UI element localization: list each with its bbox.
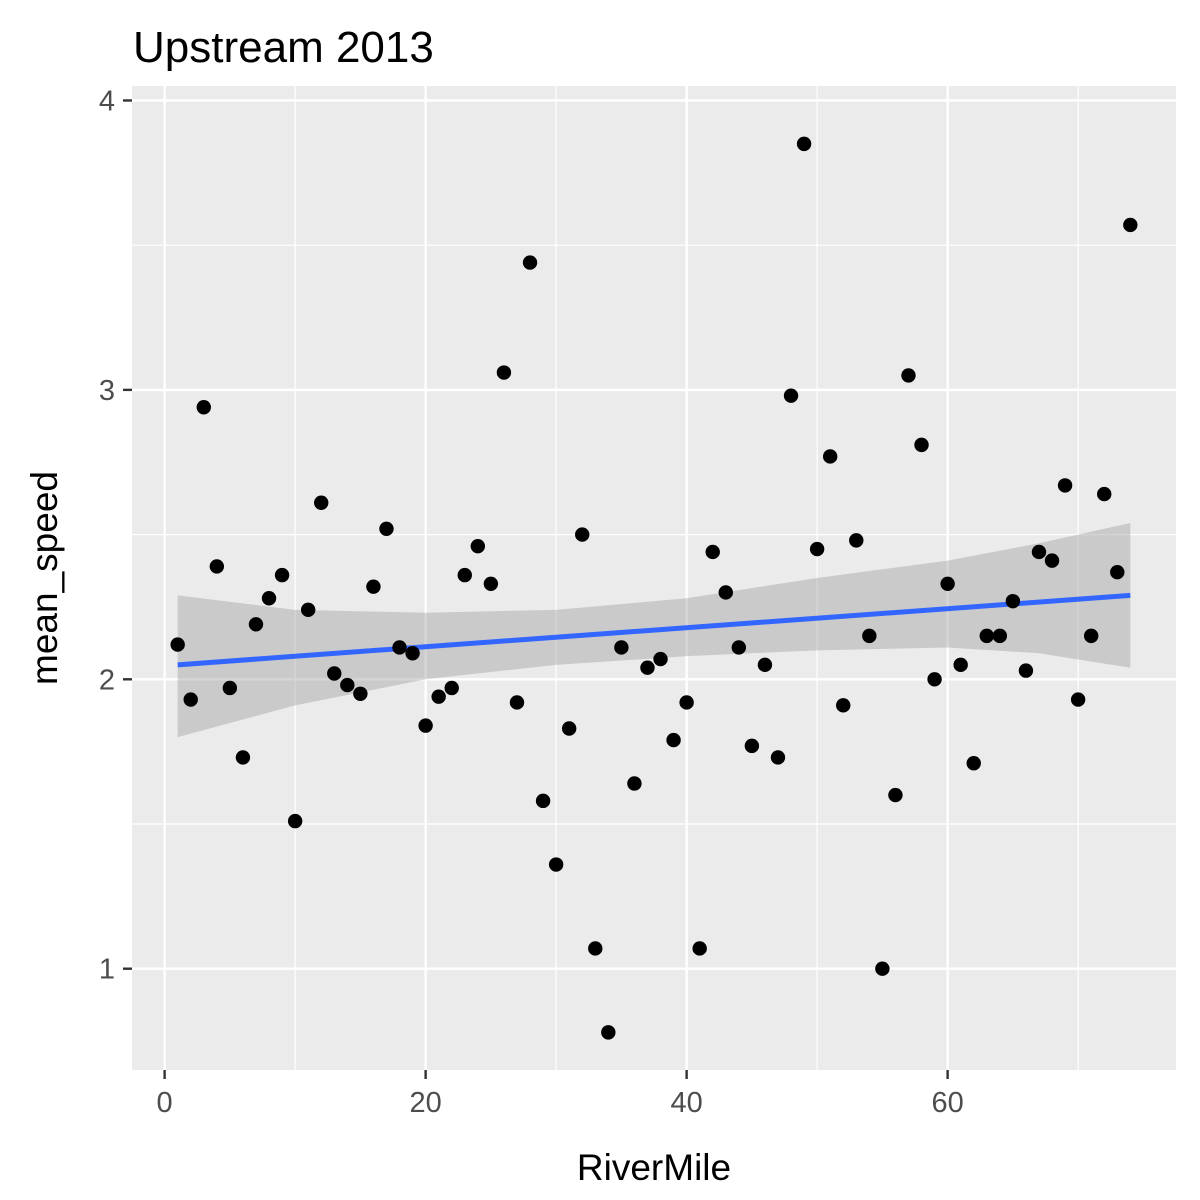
y-tick-label: 4: [99, 85, 115, 117]
data-point: [183, 692, 198, 707]
data-point: [992, 628, 1008, 644]
chart-title: Upstream 2013: [133, 23, 434, 72]
data-point: [535, 793, 551, 809]
data-point: [340, 677, 355, 693]
data-point: [927, 672, 942, 687]
data-point: [392, 640, 407, 655]
data-point: [405, 646, 420, 661]
plot-panel: [132, 86, 1176, 1070]
y-tick-label: 3: [99, 375, 115, 407]
data-point: [953, 657, 968, 673]
data-point: [379, 521, 394, 536]
data-point: [862, 628, 877, 644]
data-point: [901, 368, 916, 383]
data-point: [770, 750, 786, 765]
data-point: [666, 732, 681, 748]
x-tick-label: 0: [157, 1087, 173, 1119]
data-point: [522, 255, 538, 270]
data-points: [170, 136, 1138, 1040]
data-point: [1123, 217, 1138, 233]
data-point: [888, 787, 903, 803]
minor-gridlines: [132, 86, 1176, 1070]
data-point: [849, 533, 864, 548]
data-point: [796, 136, 812, 152]
x-tick-label: 60: [931, 1087, 963, 1119]
data-point: [836, 698, 851, 713]
data-point: [431, 689, 446, 704]
data-point: [640, 660, 655, 675]
data-point: [627, 776, 642, 791]
data-point: [744, 738, 760, 754]
data-point: [914, 437, 929, 453]
data-point: [1018, 663, 1034, 678]
data-point: [601, 1025, 616, 1040]
data-point: [300, 602, 316, 618]
data-point: [1110, 565, 1125, 580]
data-point: [822, 449, 838, 464]
data-point: [1005, 593, 1021, 609]
y-tick-label: 2: [99, 664, 115, 696]
data-point: [1057, 478, 1073, 493]
data-point: [470, 538, 486, 554]
data-point: [1031, 544, 1047, 560]
y-axis-title: mean_speed: [24, 471, 65, 685]
data-point: [875, 961, 890, 976]
data-point: [235, 750, 251, 765]
data-point: [966, 756, 981, 771]
data-point: [979, 628, 994, 644]
data-point: [366, 579, 381, 594]
data-point: [1083, 628, 1099, 644]
data-point: [327, 666, 342, 681]
data-point: [940, 576, 955, 591]
data-point: [614, 640, 629, 655]
data-point: [809, 541, 825, 557]
data-point: [783, 388, 799, 403]
data-point: [1044, 553, 1060, 568]
data-point: [314, 495, 329, 510]
x-tick-label: 20: [409, 1087, 441, 1119]
data-point: [274, 567, 290, 583]
data-point: [444, 680, 459, 696]
data-point: [222, 680, 238, 696]
data-point: [170, 637, 185, 652]
data-point: [496, 365, 512, 380]
x-tick-label: 40: [670, 1087, 702, 1119]
data-point: [457, 567, 472, 583]
data-point: [705, 544, 720, 560]
data-point: [692, 941, 707, 956]
data-point: [353, 686, 368, 701]
data-point: [679, 695, 694, 710]
y-axis: 1 2 3 4: [99, 85, 132, 986]
data-point: [548, 857, 564, 872]
data-point: [731, 640, 747, 655]
data-point: [509, 695, 525, 710]
data-point: [1070, 692, 1086, 707]
x-axis: 0 20 40 60: [157, 1070, 964, 1119]
data-point: [1097, 486, 1112, 502]
panel-background: [132, 86, 1176, 1070]
data-point: [653, 651, 668, 667]
data-point: [196, 400, 211, 415]
data-point: [248, 617, 264, 632]
data-point: [561, 721, 577, 736]
data-point: [287, 813, 303, 829]
data-point: [575, 527, 590, 542]
x-axis-title: RiverMile: [577, 1147, 731, 1188]
y-tick-label: 1: [99, 954, 115, 986]
data-point: [418, 718, 433, 733]
data-point: [483, 576, 499, 591]
data-point: [209, 559, 225, 574]
data-point: [718, 585, 733, 600]
data-point: [757, 657, 773, 673]
data-point: [588, 941, 603, 956]
fit-line: [177, 592, 1131, 668]
data-point: [261, 591, 277, 606]
